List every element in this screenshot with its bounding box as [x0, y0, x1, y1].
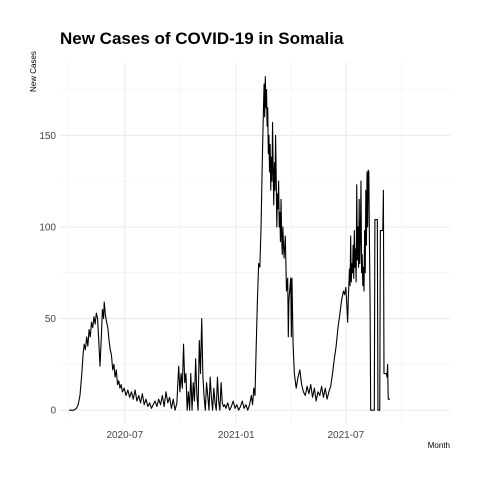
- x-tick-label: 2021-07: [327, 430, 364, 441]
- series-layer: [69, 76, 391, 411]
- y-tick-label: 50: [45, 314, 57, 325]
- chart-title: New Cases of COVID-19 in Somalia: [60, 29, 344, 48]
- x-tick-label: 2020-07: [106, 430, 143, 441]
- y-tick-label: 100: [39, 222, 56, 233]
- series-line: [69, 76, 391, 411]
- y-tick-label: 150: [39, 131, 56, 142]
- x-axis-label: Month: [428, 441, 450, 450]
- y-tick-labels: 0 50 100 150: [39, 131, 56, 417]
- y-axis-label: New Cases: [29, 51, 38, 92]
- grid-layer: [60, 62, 450, 423]
- y-tick-label: 0: [50, 406, 56, 417]
- x-tick-labels: 2020-07 2021-01 2021-07: [106, 430, 364, 441]
- x-tick-label: 2021-01: [218, 430, 255, 441]
